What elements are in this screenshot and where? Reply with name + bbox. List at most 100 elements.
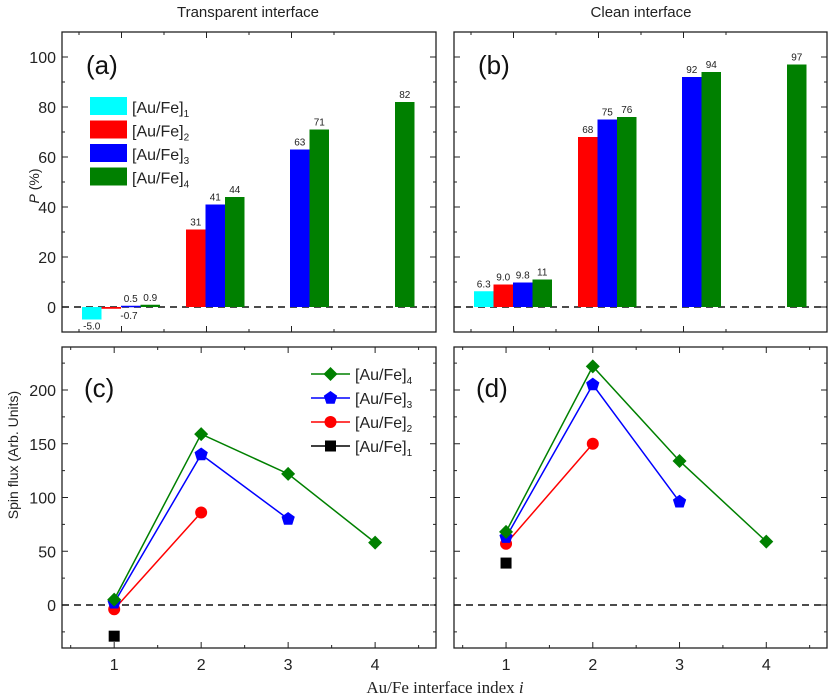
legend-label-name: [Au/Fe] bbox=[132, 171, 184, 188]
c-y-tick-label: 150 bbox=[29, 437, 56, 454]
legend-label-name: [Au/Fe] bbox=[132, 147, 184, 164]
c-series-line-2 bbox=[113, 512, 202, 610]
legend-marker-diamond bbox=[323, 367, 338, 381]
legend-marker-square bbox=[325, 440, 336, 452]
c-marker-diamond bbox=[194, 427, 209, 442]
c-marker-diamond bbox=[281, 466, 296, 481]
b-bar bbox=[787, 64, 807, 307]
c-marker-circle bbox=[195, 506, 208, 519]
a-bar-data-label: -5.0 bbox=[83, 322, 101, 333]
d-marker-diamond bbox=[585, 359, 600, 374]
legend-label-name: [Au/Fe] bbox=[132, 124, 184, 141]
c-x-tick-label: 3 bbox=[284, 657, 293, 674]
b-bar bbox=[513, 282, 533, 307]
legend-label-name: [Au/Fe] bbox=[355, 367, 407, 384]
legend-label-subscript: 4 bbox=[184, 180, 190, 191]
legend-label-name: [Au/Fe] bbox=[355, 439, 407, 456]
a-bar bbox=[290, 149, 310, 307]
panel-c-y-axis-label: Spin flux (Arb. Units) bbox=[5, 391, 21, 519]
a-bar bbox=[186, 229, 206, 307]
b-bar-data-label: 6.3 bbox=[477, 279, 491, 290]
a-bar bbox=[395, 102, 415, 307]
a-y-tick-label: 20 bbox=[38, 250, 56, 267]
d-marker-diamond bbox=[759, 534, 774, 549]
b-bar bbox=[532, 279, 552, 307]
b-panel-tag: (b) bbox=[478, 50, 510, 80]
c-marker-square bbox=[108, 630, 120, 642]
b-bar-data-label: 92 bbox=[686, 65, 698, 76]
legend-label-subscript: 3 bbox=[184, 156, 190, 167]
b-bar-data-label: 75 bbox=[602, 108, 614, 119]
c-marker-pentagon bbox=[281, 512, 295, 525]
y-axis-variable: P bbox=[26, 194, 42, 204]
legend-swatch-4 bbox=[90, 167, 127, 186]
b-bar bbox=[617, 117, 637, 307]
a-bar-data-label: 44 bbox=[229, 185, 241, 196]
c-y-tick-label: 200 bbox=[29, 383, 56, 400]
legend-label-1: [Au/Fe]1 bbox=[132, 100, 190, 120]
a-bar-data-label: 31 bbox=[190, 218, 202, 229]
b-bar-data-label: 9.0 bbox=[496, 273, 510, 284]
a-bar-data-label: 82 bbox=[399, 90, 411, 101]
c-marker-diamond bbox=[107, 592, 122, 607]
x-axis-label: Au/Fe interface index i bbox=[366, 678, 523, 697]
d-marker-circle bbox=[586, 437, 599, 450]
legend-label-name: [Au/Fe] bbox=[355, 391, 407, 408]
a-bar bbox=[225, 197, 245, 307]
d-x-tick-label: 3 bbox=[675, 657, 684, 674]
d-plot-frame bbox=[453, 346, 828, 649]
a-bar bbox=[121, 305, 141, 308]
b-bar bbox=[578, 137, 598, 307]
b-bar-data-label: 11 bbox=[537, 268, 548, 279]
d-x-tick-label: 4 bbox=[762, 657, 771, 674]
legend-label-subscript: 4 bbox=[407, 376, 413, 387]
c-y-tick-label: 0 bbox=[47, 598, 56, 615]
legend-marker-pentagon bbox=[323, 391, 338, 404]
d-x-tick-label: 2 bbox=[588, 657, 597, 674]
d-marker-diamond bbox=[499, 524, 514, 539]
c-y-tick-label: 50 bbox=[38, 544, 56, 561]
legend-label-2: [Au/Fe]2 bbox=[132, 124, 190, 144]
a-bar bbox=[101, 307, 121, 309]
d-marker-pentagon bbox=[672, 494, 687, 508]
b-bar bbox=[493, 284, 513, 307]
legend-label-2: [Au/Fe]2 bbox=[355, 415, 413, 435]
b-bar bbox=[474, 291, 494, 307]
d-marker-square bbox=[500, 557, 512, 569]
a-bar bbox=[205, 204, 225, 307]
panel-a-y-axis-label: P (%) bbox=[26, 168, 42, 203]
b-bar-data-label: 97 bbox=[791, 53, 803, 64]
b-bar-data-label: 68 bbox=[582, 125, 594, 136]
legend-marker-circle bbox=[324, 416, 337, 428]
legend-label-3: [Au/Fe]3 bbox=[355, 391, 413, 411]
c-marker-pentagon bbox=[194, 447, 208, 461]
d-marker-pentagon bbox=[586, 377, 600, 391]
legend-label-subscript: 1 bbox=[407, 448, 413, 459]
a-bar-data-label: 0.9 bbox=[143, 293, 157, 304]
legend-label-subscript: 2 bbox=[407, 424, 413, 435]
legend-label-subscript: 1 bbox=[184, 109, 190, 120]
legend-label-4: [Au/Fe]4 bbox=[355, 367, 413, 387]
a-bar-data-label: 71 bbox=[314, 118, 326, 129]
legend-label-3: [Au/Fe]3 bbox=[132, 147, 190, 167]
y-axis-unit: (%) bbox=[26, 168, 42, 194]
c-x-tick-label: 1 bbox=[110, 657, 119, 674]
x-axis-label-text: Au/Fe interface index bbox=[366, 678, 515, 697]
a-bar-data-label: -0.7 bbox=[120, 311, 138, 322]
a-bar-data-label: 0.5 bbox=[124, 294, 138, 305]
a-bar bbox=[140, 304, 160, 307]
d-x-tick-label: 1 bbox=[502, 657, 511, 674]
legend-label-name: [Au/Fe] bbox=[355, 415, 407, 432]
a-bar-data-label: 63 bbox=[294, 138, 306, 149]
a-panel-tag: (a) bbox=[86, 50, 118, 80]
x-axis-label-variable: i bbox=[519, 678, 524, 697]
d-series-line-4 bbox=[505, 365, 767, 543]
a-y-tick-label: 0 bbox=[47, 300, 56, 317]
a-bar bbox=[309, 129, 329, 307]
panel-b-title: Clean interface bbox=[591, 4, 692, 21]
legend-label-1: [Au/Fe]1 bbox=[355, 439, 413, 459]
legend-swatch-1 bbox=[90, 97, 127, 115]
